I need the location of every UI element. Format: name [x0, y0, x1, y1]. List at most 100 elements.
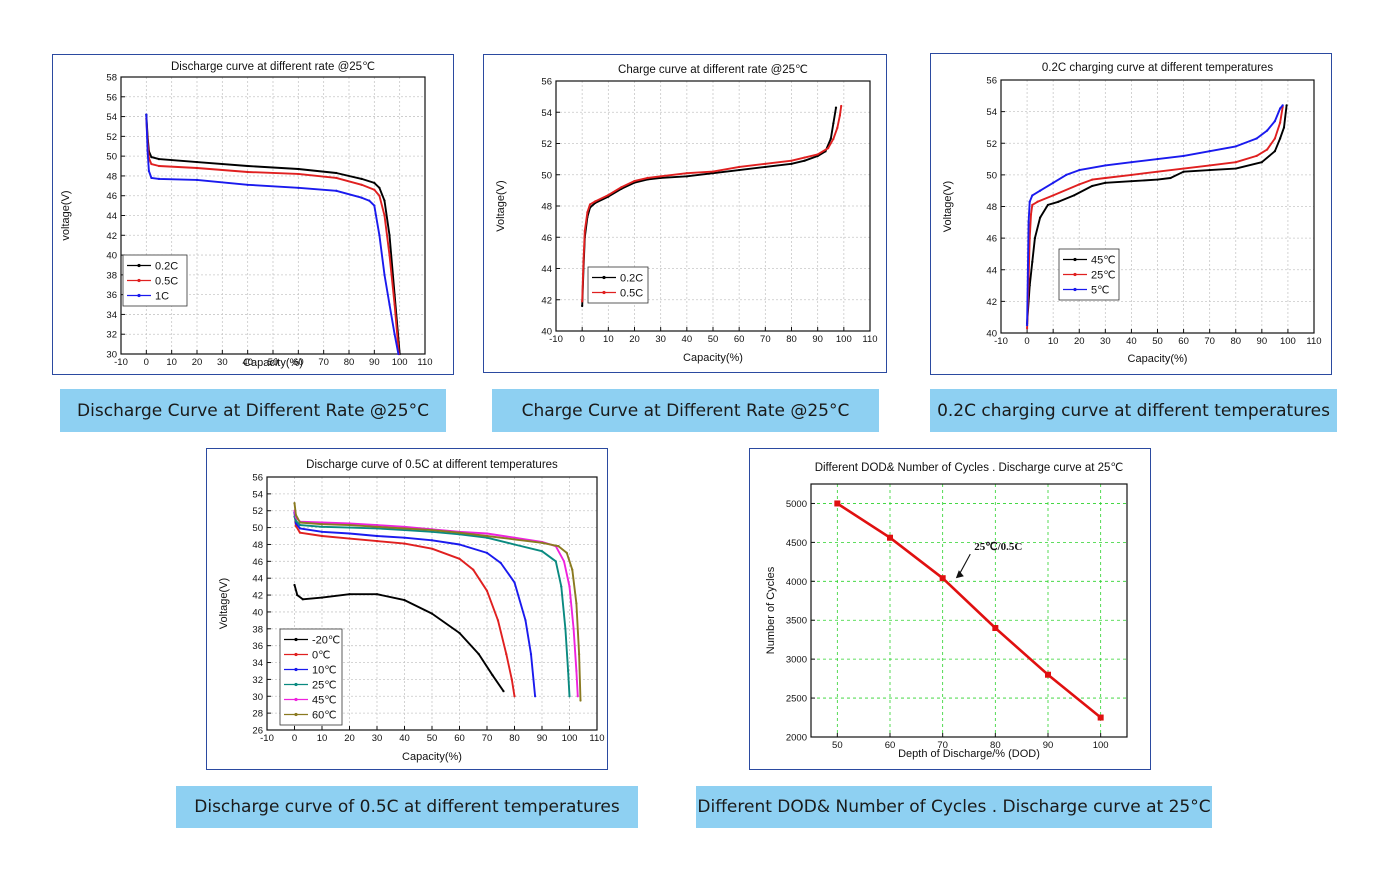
data-point — [836, 126, 839, 129]
data-point — [293, 583, 296, 587]
data-point — [458, 531, 461, 534]
chart-discharge-temperature: -10 0 10 20 30 40 50 60 70 80 90 100 110 26 28 30 32 34 36… — [218, 459, 605, 763]
data-point — [1057, 200, 1060, 203]
data-point — [472, 568, 475, 571]
x-tick-label: 50 — [1152, 336, 1163, 347]
x-tick-label: 100 — [392, 357, 408, 368]
x-tick-label: 90 — [812, 334, 823, 345]
data-point — [1278, 121, 1282, 124]
x-tick-label: 0 — [580, 334, 585, 345]
legend-label: 1C — [155, 291, 169, 303]
series-line — [581, 107, 837, 307]
data-point — [246, 164, 249, 168]
data-point — [1156, 170, 1159, 173]
data-point — [320, 525, 324, 528]
data-point — [711, 172, 715, 175]
y-tick-label: 44 — [252, 574, 263, 585]
y-axis-label: Number of Cycles — [765, 566, 777, 654]
x-tick-label: 20 — [344, 733, 355, 744]
y-tick-label: 52 — [541, 139, 552, 150]
y-axis-label: Voltage(V) — [942, 181, 954, 232]
data-point — [513, 538, 516, 541]
data-point — [383, 214, 386, 217]
data-point — [195, 166, 199, 170]
data-point — [1091, 184, 1094, 188]
data-point — [1027, 221, 1030, 224]
y-tick-label: 2000 — [786, 733, 807, 744]
data-point — [485, 534, 489, 538]
data-point — [348, 532, 351, 535]
legend-label: 0℃ — [312, 650, 330, 662]
data-point — [458, 557, 461, 560]
data-point — [557, 545, 560, 548]
data-point — [373, 181, 376, 184]
legend-marker — [1073, 272, 1077, 277]
data-point — [1169, 176, 1172, 180]
legend-marker — [602, 275, 606, 280]
data-point — [1234, 145, 1237, 148]
data-point — [827, 147, 830, 150]
data-point — [582, 259, 585, 262]
y-tick-label: 58 — [106, 73, 117, 84]
chart-panel-charge-rate: -10 0 10 20 30 40 50 60 70 80 90 100 110 40 42 44 46 48 50… — [483, 54, 887, 373]
legend-label: 25℃ — [1091, 270, 1116, 282]
y-tick-label: 48 — [106, 171, 117, 182]
data-point — [1130, 180, 1133, 183]
y-tick-label: 54 — [986, 107, 997, 118]
data-point — [1208, 169, 1211, 172]
data-point — [1156, 178, 1159, 181]
data-point — [301, 598, 304, 601]
x-tick-label: 80 — [344, 357, 355, 368]
y-tick-label: 3500 — [786, 616, 807, 627]
data-point — [1045, 671, 1051, 678]
data-point — [246, 170, 249, 174]
data-point — [388, 253, 391, 257]
data-point — [505, 653, 508, 656]
x-tick-label: 10 — [317, 733, 328, 744]
data-point — [1130, 161, 1133, 164]
y-tick-label: 2500 — [786, 694, 807, 705]
data-point — [939, 575, 946, 582]
data-point — [1265, 129, 1269, 132]
data-point — [368, 199, 371, 202]
legend-marker — [294, 637, 298, 642]
x-tick-label: 70 — [1204, 336, 1215, 347]
series-line — [145, 114, 400, 355]
x-tick-label: 90 — [369, 357, 380, 368]
y-tick-label: 34 — [106, 310, 117, 321]
chart-discharge-rate: -10 0 10 20 30 40 50 60 70 80 90 100 110 30 32 34 36 38 40… — [60, 61, 433, 369]
data-point — [320, 596, 324, 599]
y-tick-label: 54 — [541, 108, 552, 119]
x-tick-label: 30 — [372, 733, 383, 744]
data-point — [1234, 161, 1237, 164]
series-line — [145, 118, 400, 355]
data-point — [403, 527, 406, 530]
data-point — [1130, 173, 1133, 176]
legend-label: 45℃ — [1091, 255, 1116, 267]
data-point — [430, 529, 434, 532]
caption-charge-temperature: 0.2C charging curve at different tempera… — [930, 389, 1337, 432]
y-tick-label: 38 — [106, 270, 117, 281]
data-point — [764, 162, 767, 165]
x-tick-label: 10 — [603, 334, 614, 345]
legend-marker — [294, 712, 298, 717]
data-point — [562, 560, 566, 563]
data-point — [430, 547, 434, 550]
y-tick-label: 50 — [541, 170, 552, 181]
y-tick-label: 52 — [106, 132, 117, 143]
y-tick-label: 42 — [106, 231, 117, 242]
x-tick-label: 100 — [1093, 740, 1109, 751]
legend-marker — [137, 278, 141, 283]
data-point — [1182, 170, 1185, 173]
data-point — [502, 690, 505, 693]
legend-label: 0.2C — [620, 273, 643, 285]
chart-panel-dod-cycles: 50 60 70 80 90 100 2000 2500 3000 3500 4000 4500 500… — [749, 448, 1151, 770]
series-line — [1026, 106, 1284, 329]
data-point — [397, 352, 400, 356]
series-line — [836, 502, 1102, 719]
y-axis-label: Voltage(V) — [495, 180, 507, 231]
data-point — [430, 612, 434, 615]
y-tick-label: 44 — [541, 264, 552, 275]
y-tick-label: 40 — [541, 327, 552, 338]
data-point — [294, 513, 297, 517]
